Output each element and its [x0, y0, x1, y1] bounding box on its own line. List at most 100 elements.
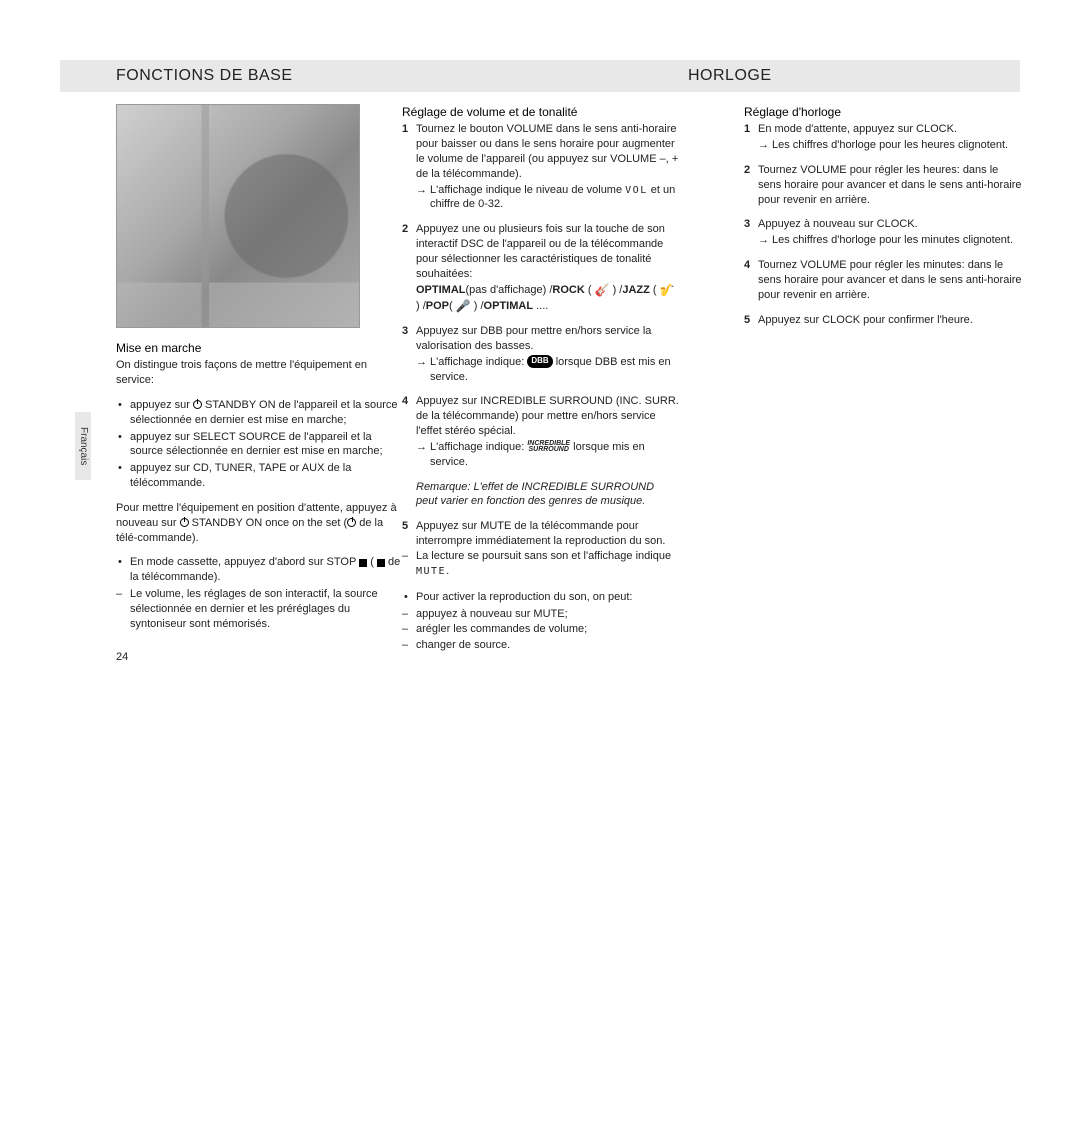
dash-item: appuyez à nouveau sur MUTE; [416, 607, 680, 622]
guitar-icon: 🎸 [595, 283, 610, 297]
column-3: Réglage d'horloge 1 En mode d'attente, a… [744, 104, 1030, 665]
step-2: 2 Appuyez une ou plusieurs fois sur la t… [402, 222, 680, 314]
clock-steps: 1 En mode d'attente, appuyez sur CLOCK. … [744, 122, 1022, 327]
text: Appuyez une ou plusieurs fois sur la tou… [416, 223, 665, 280]
power-icon [347, 518, 356, 527]
subhead-horloge: Réglage d'horloge [744, 104, 1022, 120]
text: (pas d'affichage) / [466, 284, 553, 296]
bullet-item: appuyez sur CD, TUNER, TAPE or AUX de la… [130, 461, 402, 491]
step-number: 1 [402, 122, 416, 212]
column-2: Réglage de volume et de tonalité 1 Tourn… [402, 104, 688, 665]
step-body: Tournez le bouton VOLUME dans le sens an… [416, 122, 680, 212]
stop-icon [377, 559, 385, 567]
text: OPTIMAL [416, 284, 466, 296]
step-number: 2 [744, 163, 758, 208]
step-body: Tournez VOLUME pour régler les minutes: … [758, 258, 1022, 303]
step-number: 1 [744, 122, 758, 153]
text: ROCK [552, 284, 584, 296]
step-body: Appuyez sur MUTE de la télécommande pour… [416, 519, 680, 579]
content-columns: Mise en marche On distingue trois façons… [60, 104, 1020, 665]
mute-dash: La lecture se poursuit sans son et l'aff… [416, 549, 680, 579]
text: ( [367, 556, 377, 568]
step-3: 3 Appuyez à nouveau sur CLOCK. Les chiff… [744, 217, 1022, 248]
text: STANDBY ON once on the set ( [189, 517, 348, 529]
step-body: Appuyez sur INCREDIBLE SURROUND (INC. SU… [416, 394, 680, 469]
step-2: 2 Tournez VOLUME pour régler les heures:… [744, 163, 1022, 208]
product-photo [116, 104, 360, 328]
header-title-right: HORLOGE [688, 67, 772, 85]
subhead-mise-en-marche: Mise en marche [116, 340, 402, 356]
header-right: HORLOGE [630, 60, 1020, 92]
column-1: Mise en marche On distingue trois façons… [116, 104, 402, 665]
step-number: 3 [744, 217, 758, 248]
power-icon [193, 400, 202, 409]
reactivate-intro: Pour activer la reproduction du son, on … [402, 590, 680, 605]
bullet-item: Pour activer la reproduction du son, on … [416, 590, 680, 605]
text: Tournez le bouton VOLUME dans le sens an… [416, 123, 678, 180]
language-tab: Français [75, 412, 91, 480]
dash-item: arégler les commandes de volume; [416, 622, 680, 637]
result-line: Les chiffres d'horloge pour les heures c… [758, 138, 1022, 153]
manual-page: FONCTIONS DE BASE HORLOGE Français Mise … [0, 0, 1080, 665]
memory-dash: Le volume, les réglages de son interacti… [116, 587, 402, 632]
text: appuyez sur [130, 399, 193, 411]
step-1: 1 Tournez le bouton VOLUME dans le sens … [402, 122, 680, 212]
step-number: 5 [744, 313, 758, 328]
step-body: Tournez VOLUME pour régler les heures: d… [758, 163, 1022, 208]
dsc-line: OPTIMAL(pas d'affichage) /ROCK ( 🎸 ) /JA… [416, 282, 680, 314]
stop-icon [359, 559, 367, 567]
header-bar: FONCTIONS DE BASE HORLOGE [60, 60, 1020, 92]
step-number: 4 [402, 394, 416, 469]
step-number: 2 [402, 222, 416, 314]
standby-bullets: En mode cassette, appuyez d'abord sur ST… [116, 555, 402, 585]
dash-item: Le volume, les réglages de son interacti… [130, 587, 402, 632]
display-text: MUTE [416, 566, 446, 577]
startup-bullets: appuyez sur STANDBY ON de l'appareil et … [116, 398, 402, 491]
result-line: L'affichage indique: INCREDIBLESURROUND … [416, 440, 680, 470]
standby-paragraph: Pour mettre l'équipement en position d'a… [116, 501, 402, 546]
step-5: 5 Appuyez sur CLOCK pour confirmer l'heu… [744, 313, 1022, 328]
step-number: 4 [744, 258, 758, 303]
result-line: L'affichage indique le niveau de volume … [416, 183, 680, 213]
remark: Remarque: L'effet de INCREDIBLE SURROUND… [402, 480, 680, 510]
mute-step: 5 Appuyez sur MUTE de la télécommande po… [402, 519, 680, 579]
volume-steps: 1 Tournez le bouton VOLUME dans le sens … [402, 122, 680, 469]
step-1: 1 En mode d'attente, appuyez sur CLOCK. … [744, 122, 1022, 153]
bullet-item: En mode cassette, appuyez d'abord sur ST… [130, 555, 402, 585]
bullet-item: appuyez sur STANDBY ON de l'appareil et … [130, 398, 402, 428]
result-line: Les chiffres d'horloge pour les minutes … [758, 233, 1022, 248]
step-number: 3 [402, 324, 416, 384]
dbb-pill-icon: DBB [527, 355, 552, 368]
header-title-left: FONCTIONS DE BASE [116, 67, 293, 85]
intro-text: On distingue trois façons de mettre l'éq… [116, 358, 402, 388]
sax-icon: 🎷 [660, 283, 675, 297]
step-4: 4 Appuyez sur INCREDIBLE SURROUND (INC. … [402, 394, 680, 469]
step-body: Appuyez à nouveau sur CLOCK. Les chiffre… [758, 217, 1022, 248]
power-icon [180, 518, 189, 527]
display-text: VOL [625, 185, 648, 196]
subhead-volume: Réglage de volume et de tonalité [402, 104, 680, 120]
text: Appuyez à nouveau sur CLOCK. [758, 218, 918, 230]
step-body: Appuyez sur CLOCK pour confirmer l'heure… [758, 313, 1022, 328]
result-line: L'affichage indique: DBB lorsque DBB est… [416, 355, 680, 385]
text: POP [426, 300, 449, 312]
text: En mode cassette, appuyez d'abord sur ST… [130, 556, 359, 568]
step-5: 5 Appuyez sur MUTE de la télécommande po… [402, 519, 680, 579]
text: .... [533, 300, 548, 312]
mic-icon: 🎤 [456, 299, 471, 313]
reactivate-options: appuyez à nouveau sur MUTE; arégler les … [402, 607, 680, 654]
step-body: Appuyez sur DBB pour mettre en/hors serv… [416, 324, 680, 384]
page-number: 24 [116, 650, 402, 665]
text: L'affichage indique le niveau de volume [430, 184, 625, 196]
text: En mode d'attente, appuyez sur CLOCK. [758, 123, 957, 135]
bullet-item: appuyez sur SELECT SOURCE de l'appareil … [130, 430, 402, 460]
dash-item: changer de source. [416, 638, 680, 653]
text: Appuyez sur INCREDIBLE SURROUND (INC. SU… [416, 395, 679, 437]
header-left: FONCTIONS DE BASE [60, 60, 630, 92]
step-body: En mode d'attente, appuyez sur CLOCK. Le… [758, 122, 1022, 153]
step-3: 3 Appuyez sur DBB pour mettre en/hors se… [402, 324, 680, 384]
text: Appuyez sur DBB pour mettre en/hors serv… [416, 325, 651, 352]
text: . [446, 565, 449, 577]
text: OPTIMAL [484, 300, 534, 312]
text: L'affichage indique: [430, 356, 527, 368]
